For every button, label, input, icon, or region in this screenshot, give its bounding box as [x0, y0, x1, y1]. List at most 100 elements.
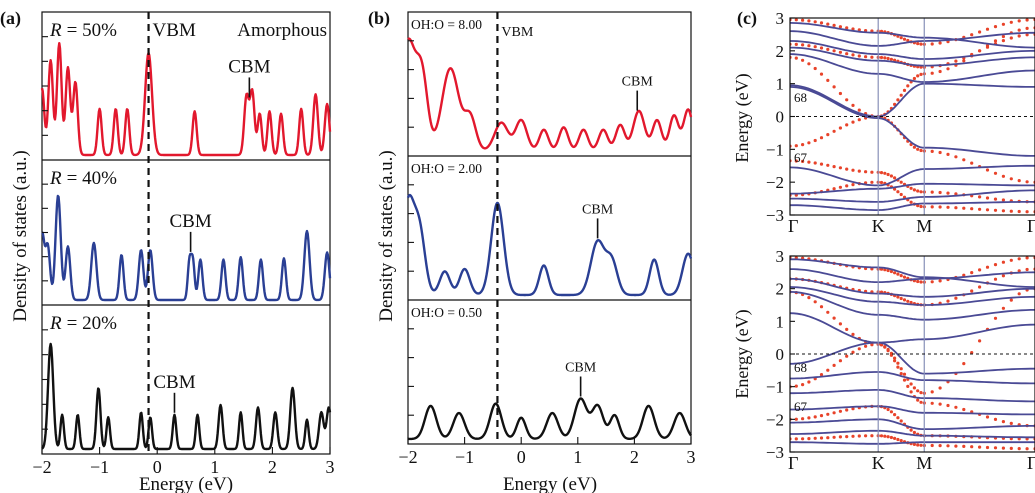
band-top-dot-band-point: [845, 98, 849, 102]
band-bottom-dot-band-point: [899, 274, 903, 278]
band-bottom-dot-band-point: [912, 442, 917, 446]
band-top-dot-band-point: [938, 190, 942, 195]
band-bottom-dot-band-point: [970, 445, 974, 449]
panel-c-label: (c): [737, 8, 757, 29]
band-top-dot-band-point: [954, 206, 958, 210]
panel-a-vbm-label: VBM: [153, 20, 196, 41]
band-bottom-dot-band-point: [813, 415, 817, 419]
band-top-band-line: [790, 164, 1035, 187]
band-top-dot-band-point: [826, 78, 830, 82]
band-bottom-dot-band-point: [993, 446, 998, 450]
band-top-dot-band-point: [826, 133, 830, 137]
band-bottom-dot-band-point: [993, 316, 998, 320]
band-top-dot-band-point: [838, 166, 843, 170]
band-bottom-dot-band-point: [985, 415, 990, 419]
band-top-dot-band-point: [1009, 209, 1013, 213]
band-top-dot-band-point: [879, 55, 884, 60]
panel-a-x-ticks: −2 −1 0 1 2 3: [32, 36, 335, 477]
panel-b-x-tick-label: 3: [687, 447, 696, 467]
band-top-dot-band-point: [919, 190, 923, 194]
band-bottom-dot-band-point: [1009, 258, 1013, 262]
band-bottom-dot-band-point: [826, 436, 830, 440]
band-bottom-dot-band-point: [1001, 420, 1006, 424]
panel-a-amorphous-label: Amorphous: [237, 20, 327, 41]
band-bottom-dot-band-point: [889, 269, 894, 274]
band-top-dot-band-point: [912, 76, 917, 81]
band-top-dot-band-point: [807, 62, 811, 66]
band-top-dot-band-point: [838, 25, 843, 29]
band-bottom-dot-band-point: [1017, 292, 1021, 296]
band-bottom-dot-band-point: [864, 344, 868, 348]
band-top-dot-band-point: [938, 205, 942, 209]
band-bottom-dot-band-point: [902, 372, 907, 376]
band-bottom-dot-band-point: [826, 412, 830, 416]
band-top-dot-band-point: [1001, 209, 1006, 213]
band-top-dot-band-point: [985, 27, 990, 31]
band-top-band-line: [790, 201, 1035, 211]
band-bottom-y-tick-label: 3: [776, 247, 785, 266]
band-top-dot-band-point: [993, 171, 998, 175]
panel-b-x-ticks: −2 −1 0 1 2 3: [398, 40, 696, 467]
band-bottom-band-line: [790, 341, 1035, 375]
panel-a-r40-symbol: R: [49, 168, 62, 189]
band-bottom-y-tick-label: 2: [776, 280, 785, 299]
band-top-dot-band-point: [970, 33, 974, 37]
band-top-dot-band-point: [946, 152, 950, 156]
band-bottom-dot-band-point: [1009, 446, 1013, 450]
panel-a-x-tick-label: 3: [326, 457, 335, 477]
band-top-dot-band-point: [919, 204, 923, 209]
band-bottom-plot-area: [790, 256, 1035, 451]
panel-b-ratio-2: OH:O = 2.00: [411, 161, 482, 176]
band-top-plot-area: [790, 18, 1035, 214]
band-top-y-tick-label: −1: [766, 140, 784, 159]
band-bottom-dot-band-point: [838, 435, 843, 439]
band-top-dot-band-point: [985, 168, 990, 172]
band-top-dot-band-point: [1017, 209, 1021, 214]
band-top-dot-band-point: [916, 204, 920, 208]
band-top-dot-band-point: [879, 171, 884, 175]
panel-b-cbm-label-3: CBM: [565, 360, 597, 375]
band-bottom-dot-band-point: [893, 359, 897, 363]
band-top-dot-band-point: [826, 47, 830, 52]
panel-a-r20-value: = 20%: [67, 313, 117, 334]
band-bottom-dot-band-point: [970, 271, 974, 275]
band-bottom-dot-band-point: [946, 299, 950, 303]
band-top-dot-band-point: [993, 197, 998, 201]
panel-a-x-tick-label: 2: [268, 457, 277, 477]
band-top-y-tick-label: −2: [766, 173, 784, 192]
band-top-k-label: K: [872, 216, 885, 236]
band-top-dot-band-point: [962, 206, 966, 210]
panel-b-label: (b): [368, 8, 390, 29]
panel-a-r40-value: = 40%: [67, 168, 117, 189]
panel-b-dos-curve-3: [407, 397, 692, 441]
band-bottom-k-label: M: [916, 453, 932, 473]
band-bottom-dot-band-point: [978, 445, 982, 449]
panel-b-vbm-label: VBM: [501, 25, 533, 40]
band-top-dot-band-point: [879, 180, 884, 185]
band-bottom-dot-band-point: [1001, 260, 1006, 264]
band-bottom-dot-band-point: [930, 401, 934, 405]
band-top-band-line: [790, 53, 1035, 83]
band-bottom-dot-band-point: [886, 435, 890, 439]
band-top-dot-band-point: [794, 18, 798, 22]
band-top-y-tick-label: 1: [776, 75, 785, 94]
band-bottom-dot-band-point: [916, 279, 920, 284]
panel-a-curves: [40, 41, 332, 451]
band-bottom-dot-band-point: [886, 268, 890, 273]
band-bottom-dot-band-point: [896, 295, 900, 299]
panel-a-x-tick-label: 0: [153, 457, 162, 477]
band-top-dot-band-point: [794, 56, 798, 60]
band-top-dot-band-point: [1017, 34, 1021, 38]
band-bottom-dot-band-point: [930, 390, 934, 394]
panel-b-cbm-markers: CBM CBM CBM: [565, 75, 653, 397]
band-bottom-band-label-68: 68: [794, 360, 807, 375]
band-top-dot-band-point: [851, 53, 855, 57]
band-top-dot-band-point: [807, 141, 811, 145]
band-bottom-dot-band-point: [954, 444, 958, 448]
band-top-dot-band-point: [857, 108, 861, 112]
band-top-y-tick-label: −3: [766, 206, 784, 225]
band-bottom-dot-band-point: [1025, 256, 1029, 260]
band-top-k-label: Γ: [788, 216, 798, 236]
band-top-dot-band-point: [993, 25, 998, 29]
